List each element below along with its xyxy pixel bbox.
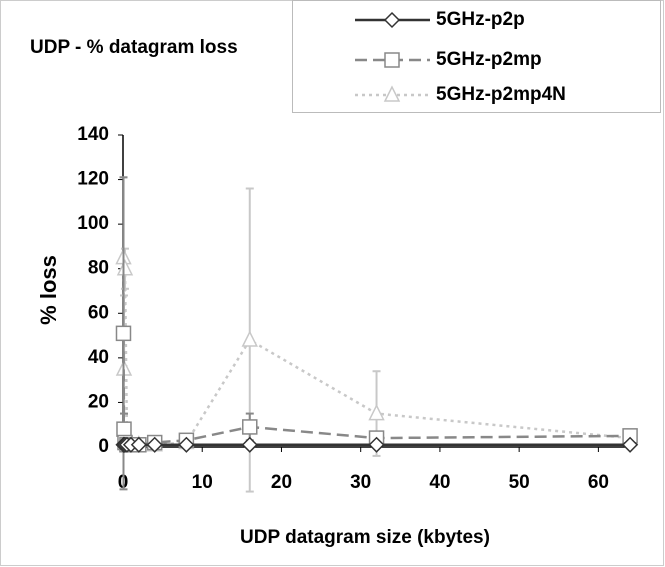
- marker: [115, 325, 132, 342]
- marker: [116, 259, 134, 276]
- legend-box: [292, 0, 661, 113]
- marker: [146, 436, 163, 453]
- marker: [368, 403, 385, 421]
- y-tick-label: 100: [77, 213, 109, 234]
- legend-marker: [383, 85, 401, 102]
- x-tick-label: 40: [429, 472, 450, 493]
- marker: [178, 436, 195, 453]
- x-tick-label: 60: [588, 472, 609, 493]
- marker: [622, 436, 639, 453]
- marker: [241, 330, 258, 347]
- y-tick-label: 80: [88, 258, 109, 279]
- y-tick-label: 0: [98, 436, 109, 457]
- x-tick-label: 10: [192, 472, 213, 493]
- x-tick-label: 50: [509, 472, 530, 493]
- y-tick-label: 140: [77, 124, 109, 145]
- y-tick-label: 120: [77, 169, 109, 190]
- legend-label: 5GHz-p2mp: [436, 49, 542, 70]
- x-tick-label: 30: [350, 472, 371, 493]
- x-tick-label: 20: [271, 472, 292, 493]
- marker: [116, 421, 132, 437]
- legend-marker: [384, 52, 400, 68]
- marker: [242, 419, 258, 435]
- legend-marker: [383, 11, 401, 29]
- legend-label: 5GHz-p2mp4N: [436, 84, 566, 105]
- marker: [130, 436, 147, 453]
- chart-title: UDP - % datagram loss: [30, 37, 238, 58]
- y-tick-label: 40: [88, 347, 109, 368]
- marker: [241, 436, 258, 453]
- marker: [368, 436, 385, 453]
- y-tick-label: 20: [88, 391, 109, 412]
- x-axis-label: UDP datagram size (kbytes): [240, 527, 490, 548]
- legend-label: 5GHz-p2p: [436, 9, 525, 30]
- series-line: [122, 333, 631, 447]
- y-tick-label: 60: [88, 302, 109, 323]
- y-axis-label: % loss: [36, 255, 61, 325]
